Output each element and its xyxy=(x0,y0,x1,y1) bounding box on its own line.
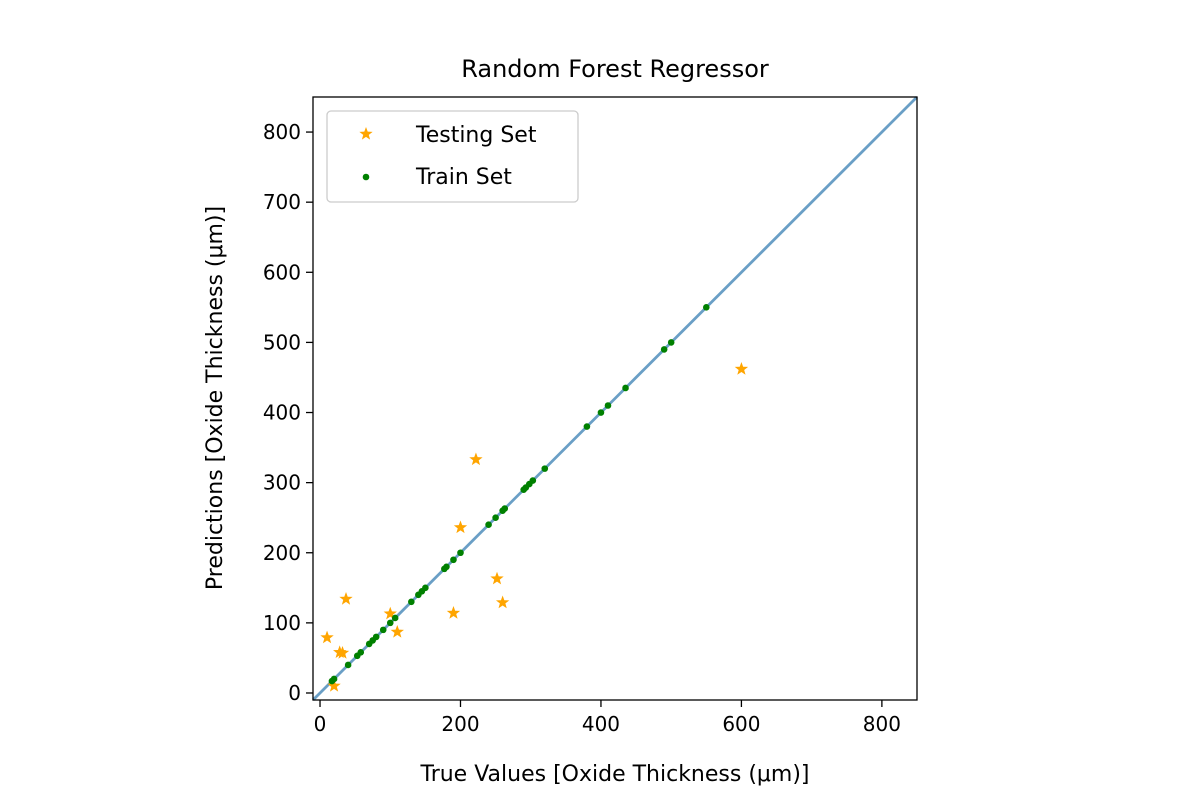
train-set-point xyxy=(457,549,464,557)
train-set-point xyxy=(379,626,387,634)
testing-set-point xyxy=(453,520,468,534)
train-set-point xyxy=(443,563,450,571)
train-set-point xyxy=(372,633,380,641)
testing-set-point xyxy=(335,646,350,659)
train-set-point xyxy=(450,556,457,564)
legend: Testing Set Train Set xyxy=(326,110,579,203)
y-axis-label: Predictions [Oxide Thickness (μm)] xyxy=(203,206,228,590)
identity-line xyxy=(312,96,918,701)
train-set-point xyxy=(357,649,365,656)
x-tick-label: 800 xyxy=(863,712,901,736)
legend-box xyxy=(326,110,579,203)
train-set-point xyxy=(408,598,415,606)
points-layer xyxy=(320,304,749,692)
y-tick-label: 800 xyxy=(263,120,301,144)
x-axis-label: True Values [Oxide Thickness (μm)] xyxy=(419,762,809,787)
y-tick-label: 100 xyxy=(263,611,301,635)
train-set-point xyxy=(344,661,352,669)
x-tick-label: 600 xyxy=(722,712,760,736)
testing-set-point xyxy=(339,592,353,605)
testing-set-point xyxy=(734,362,749,375)
legend-marker-testing-set xyxy=(359,127,373,140)
y-tick-label: 400 xyxy=(263,401,301,425)
x-axis: 0 200 400 600 800 xyxy=(314,700,901,736)
testing-set-point xyxy=(495,595,510,609)
train-set-point xyxy=(622,384,629,392)
testing-set-point xyxy=(320,630,334,644)
train-set-point xyxy=(422,584,429,592)
y-tick-label: 200 xyxy=(263,541,301,565)
train-set-point xyxy=(391,614,399,622)
train-set-point xyxy=(667,339,675,346)
x-tick-label: 0 xyxy=(314,712,327,736)
train-set-point xyxy=(660,346,668,353)
y-tick-label: 300 xyxy=(263,471,301,495)
testing-set-point xyxy=(327,678,341,692)
testing-set-point xyxy=(383,606,397,620)
y-tick-label: 0 xyxy=(288,681,301,705)
testing-set-point xyxy=(469,452,483,466)
train-set-point xyxy=(492,514,499,521)
train-set-point xyxy=(485,521,492,529)
train-set-point xyxy=(501,505,509,512)
train-set-point xyxy=(703,304,710,311)
y-tick-label: 600 xyxy=(263,260,301,284)
legend-star-marker xyxy=(359,127,373,140)
train-set-point xyxy=(330,675,338,683)
plot-frame xyxy=(312,96,918,701)
legend-dot-marker xyxy=(362,173,370,181)
y-tick-label: 700 xyxy=(263,190,301,214)
legend-label-testing-set: Testing Set xyxy=(415,123,537,148)
y-axis: 0 100 200 300 400 500 600 700 800 xyxy=(263,120,313,705)
testing-set-point xyxy=(390,624,404,638)
testing-set-point xyxy=(490,571,504,585)
train-set-point xyxy=(386,619,394,627)
chart-title: Random Forest Regressor xyxy=(461,55,769,83)
train-set-point xyxy=(597,409,605,416)
legend-label-train-set: Train Set xyxy=(415,165,512,190)
y-tick-label: 500 xyxy=(263,330,301,354)
train-set-point xyxy=(583,423,591,430)
x-tick-label: 400 xyxy=(582,712,620,736)
x-tick-label: 200 xyxy=(441,712,479,736)
train-set-point xyxy=(604,402,612,409)
testing-set-point xyxy=(446,606,461,619)
legend-marker-train-set xyxy=(362,173,370,181)
train-set-point xyxy=(529,477,537,484)
train-set-point xyxy=(541,465,549,472)
